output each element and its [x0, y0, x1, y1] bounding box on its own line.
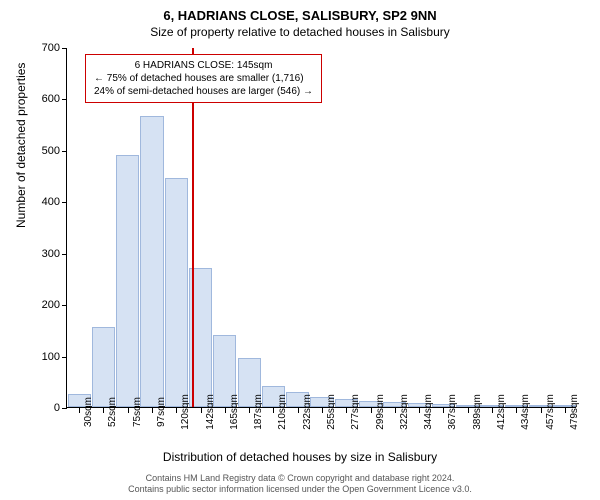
- xtick-mark: [79, 408, 80, 413]
- ytick-mark: [62, 48, 67, 49]
- ytick-mark: [62, 202, 67, 203]
- xtick-mark: [443, 408, 444, 413]
- xtick-mark: [395, 408, 396, 413]
- xtick-mark: [201, 408, 202, 413]
- ytick-label: 100: [42, 351, 60, 363]
- ytick-label: 700: [42, 42, 60, 54]
- title-main: 6, HADRIANS CLOSE, SALISBURY, SP2 9NN: [0, 0, 600, 23]
- xtick-mark: [176, 408, 177, 413]
- footer-attribution: Contains HM Land Registry data © Crown c…: [0, 473, 600, 496]
- histogram-bar: [116, 155, 139, 407]
- xtick-mark: [565, 408, 566, 413]
- histogram-bar: [92, 327, 115, 407]
- xtick-mark: [128, 408, 129, 413]
- histogram-bar: [165, 178, 188, 407]
- ytick-mark: [62, 254, 67, 255]
- xtick-mark: [371, 408, 372, 413]
- annotation-line: 24% of semi-detached houses are larger (…: [94, 85, 313, 98]
- ytick-label: 500: [42, 145, 60, 157]
- xtick-mark: [322, 408, 323, 413]
- xtick-mark: [298, 408, 299, 413]
- xtick-label: 434sqm: [520, 394, 531, 430]
- xtick-mark: [273, 408, 274, 413]
- y-axis-label: Number of detached properties: [14, 63, 28, 228]
- footer-line-2: Contains public sector information licen…: [0, 484, 600, 496]
- xtick-mark: [468, 408, 469, 413]
- xtick-mark: [249, 408, 250, 413]
- xtick-label: 299sqm: [375, 394, 386, 430]
- ytick-label: 600: [42, 93, 60, 105]
- chart-area: 010020030040050060070030sqm52sqm75sqm97s…: [66, 48, 576, 408]
- ytick-mark: [62, 151, 67, 152]
- title-sub: Size of property relative to detached ho…: [0, 23, 600, 39]
- footer-line-1: Contains HM Land Registry data © Crown c…: [0, 473, 600, 485]
- xtick-label: 389sqm: [472, 394, 483, 430]
- xtick-mark: [419, 408, 420, 413]
- xtick-label: 412sqm: [496, 394, 507, 430]
- xtick-label: 367sqm: [447, 394, 458, 430]
- ytick-label: 200: [42, 299, 60, 311]
- ytick-mark: [62, 408, 67, 409]
- annotation-box: 6 HADRIANS CLOSE: 145sqm← 75% of detache…: [85, 54, 322, 103]
- xtick-mark: [516, 408, 517, 413]
- xtick-label: 277sqm: [350, 394, 361, 430]
- xtick-label: 479sqm: [569, 394, 580, 430]
- xtick-label: 457sqm: [545, 394, 556, 430]
- xtick-label: 322sqm: [399, 394, 410, 430]
- plot-region: 010020030040050060070030sqm52sqm75sqm97s…: [66, 48, 576, 408]
- xtick-mark: [225, 408, 226, 413]
- annotation-line: 6 HADRIANS CLOSE: 145sqm: [94, 59, 313, 72]
- annotation-line: ← 75% of detached houses are smaller (1,…: [94, 72, 313, 85]
- histogram-bar: [140, 116, 163, 407]
- ytick-mark: [62, 357, 67, 358]
- ytick-label: 0: [54, 402, 60, 414]
- ytick-mark: [62, 99, 67, 100]
- ytick-label: 400: [42, 196, 60, 208]
- x-axis-label: Distribution of detached houses by size …: [0, 450, 600, 464]
- ytick-mark: [62, 305, 67, 306]
- xtick-mark: [152, 408, 153, 413]
- xtick-mark: [541, 408, 542, 413]
- xtick-mark: [346, 408, 347, 413]
- ytick-label: 300: [42, 248, 60, 260]
- xtick-mark: [103, 408, 104, 413]
- xtick-mark: [492, 408, 493, 413]
- xtick-label: 344sqm: [423, 394, 434, 430]
